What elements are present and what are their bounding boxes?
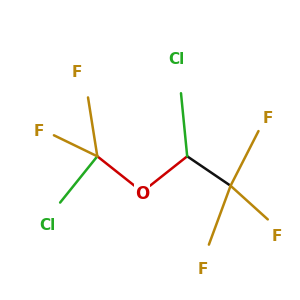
Text: F: F — [272, 229, 282, 244]
Text: O: O — [135, 185, 149, 203]
Text: F: F — [33, 124, 43, 139]
Text: Cl: Cl — [168, 52, 184, 67]
Text: Cl: Cl — [40, 218, 56, 233]
Text: F: F — [262, 111, 273, 126]
Text: F: F — [197, 262, 208, 278]
Text: F: F — [72, 65, 83, 80]
